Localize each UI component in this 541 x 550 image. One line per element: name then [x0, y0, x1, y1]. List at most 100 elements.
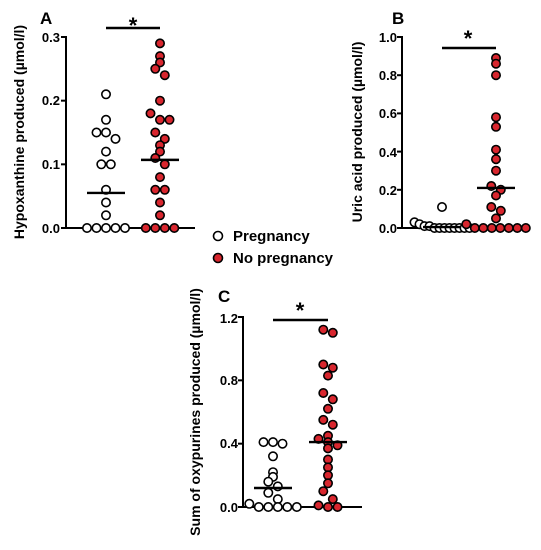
data-point-a-pregnancy-10 [101, 210, 112, 221]
data-point-a-pregnancy-13 [101, 223, 112, 234]
data-point-b-no-pregnancy-7 [490, 165, 501, 176]
data-point-c-no-pregnancy-4 [322, 370, 333, 381]
data-point-a-no-pregnancy-14 [159, 159, 170, 170]
data-point-b-pregnancy-0 [436, 202, 447, 213]
data-point-a-pregnancy-3 [101, 127, 112, 138]
data-point-c-pregnancy-7 [272, 481, 283, 492]
panel-b: B Uric acid produced (µmol/l) 0.0 0.2 0.… [349, 9, 531, 236]
significance-marker-c: * [296, 298, 305, 323]
data-point-c-no-pregnancy-2 [318, 359, 329, 370]
data-point-a-no-pregnancy-7 [155, 114, 166, 125]
data-point-a-pregnancy-11 [82, 223, 93, 234]
data-point-b-no-pregnancy-11 [486, 202, 497, 213]
data-point-a-no-pregnancy-6 [145, 108, 156, 119]
data-point-b-no-pregnancy-19 [503, 223, 514, 234]
data-point-a-pregnancy-9 [101, 197, 112, 208]
plot-area-b [397, 36, 531, 234]
data-point-a-no-pregnancy-0 [155, 38, 166, 49]
y-ticks-c: 0.0 0.4 0.8 1.2 [220, 311, 239, 515]
data-point-a-pregnancy-15 [120, 223, 131, 234]
y-tick-label-a-3: 0.3 [42, 30, 60, 45]
data-point-c-no-pregnancy-3 [327, 362, 338, 373]
data-point-c-pregnancy-12 [263, 501, 274, 512]
data-point-c-pregnancy-2 [277, 438, 288, 449]
data-point-b-no-pregnancy-12 [495, 205, 506, 216]
y-axis-label-c: Sum of oxypurines produced (µmol/l) [187, 288, 203, 536]
panel-label-a: A [40, 9, 52, 28]
data-point-a-no-pregnancy-19 [155, 210, 166, 221]
data-point-b-no-pregnancy-16 [478, 223, 489, 234]
data-point-c-pregnancy-11 [253, 501, 264, 512]
legend: Pregnancy No pregnancy [212, 228, 334, 267]
data-point-a-no-pregnancy-8 [164, 114, 175, 125]
y-axis-label-b: Uric acid produced (µmol/l) [349, 42, 365, 223]
data-point-b-no-pregnancy-20 [512, 223, 523, 234]
data-point-a-pregnancy-6 [96, 159, 107, 170]
data-point-a-no-pregnancy-5 [155, 95, 166, 106]
panel-label-c: C [218, 287, 230, 306]
panel-c: C Sum of oxypurines produced (µmol/l) 0.… [187, 287, 362, 536]
data-point-a-pregnancy-4 [110, 133, 121, 144]
y-tick-label-b-3: 0.6 [379, 106, 397, 121]
data-point-a-no-pregnancy-9 [150, 127, 161, 138]
data-point-a-no-pregnancy-22 [159, 223, 170, 234]
data-point-c-no-pregnancy-5 [318, 387, 329, 398]
legend-label-no-pregnancy: No pregnancy [233, 250, 334, 267]
data-point-c-pregnancy-8 [263, 487, 274, 498]
significance-marker-a: * [129, 13, 138, 38]
significance-marker-b: * [464, 26, 473, 51]
data-point-b-no-pregnancy-10 [490, 190, 501, 201]
data-point-a-no-pregnancy-20 [140, 223, 151, 234]
data-point-c-no-pregnancy-9 [327, 419, 338, 430]
data-point-a-no-pregnancy-3 [150, 63, 161, 74]
data-point-c-no-pregnancy-7 [322, 403, 333, 414]
y-axis-label-a: Hypoxanthine produced (µmol/l) [11, 25, 27, 239]
data-point-b-no-pregnancy-14 [461, 219, 472, 230]
data-point-a-no-pregnancy-23 [169, 223, 180, 234]
data-point-a-pregnancy-12 [91, 223, 102, 234]
data-point-c-no-pregnancy-17 [322, 470, 333, 481]
data-point-c-no-pregnancy-0 [318, 324, 329, 335]
legend-label-pregnancy: Pregnancy [233, 228, 310, 245]
data-point-b-no-pregnancy-15 [469, 223, 480, 234]
y-ticks-a: 0.0 0.1 0.2 0.3 [42, 30, 60, 236]
data-point-a-no-pregnancy-16 [150, 184, 161, 195]
data-point-c-pregnancy-10 [244, 498, 255, 509]
y-tick-label-c-2: 0.8 [220, 373, 238, 388]
y-tick-label-a-2: 0.2 [42, 93, 60, 108]
data-point-c-no-pregnancy-23 [332, 501, 343, 512]
data-point-c-no-pregnancy-14 [322, 443, 333, 454]
data-point-a-no-pregnancy-17 [159, 184, 170, 195]
data-point-c-pregnancy-15 [291, 501, 302, 512]
y-tick-label-c-1: 0.4 [220, 436, 239, 451]
data-point-c-no-pregnancy-19 [318, 486, 329, 497]
data-point-b-no-pregnancy-6 [490, 154, 501, 165]
y-tick-label-c-3: 1.2 [220, 311, 238, 326]
data-point-a-no-pregnancy-18 [155, 197, 166, 208]
data-point-b-no-pregnancy-17 [486, 223, 497, 234]
data-point-b-no-pregnancy-5 [490, 144, 501, 155]
data-point-c-pregnancy-3 [267, 451, 278, 462]
legend-marker-pregnancy [212, 230, 224, 242]
y-ticks-b: 0.0 0.2 0.4 0.6 0.8 1.0 [379, 30, 398, 236]
data-point-c-no-pregnancy-6 [327, 394, 338, 405]
data-point-c-pregnancy-1 [267, 437, 278, 448]
data-point-c-pregnancy-14 [282, 501, 293, 512]
data-point-a-pregnancy-0 [101, 89, 112, 100]
data-point-a-pregnancy-5 [101, 146, 112, 157]
data-point-c-no-pregnancy-20 [327, 494, 338, 505]
data-point-b-no-pregnancy-2 [490, 70, 501, 81]
y-tick-label-a-1: 0.1 [42, 157, 60, 172]
data-point-a-no-pregnancy-21 [150, 223, 161, 234]
data-point-c-pregnancy-13 [272, 501, 283, 512]
data-point-b-no-pregnancy-18 [495, 223, 506, 234]
y-tick-label-b-2: 0.4 [379, 145, 398, 160]
panel-a: A Hypoxanthine produced (µmol/l) 0.0 0.1… [11, 9, 195, 239]
y-tick-label-b-5: 1.0 [379, 30, 397, 45]
plot-area-a [61, 26, 195, 234]
y-tick-label-c-0: 0.0 [220, 500, 238, 515]
data-point-a-pregnancy-1 [101, 114, 112, 125]
data-point-b-no-pregnancy-3 [490, 112, 501, 123]
data-point-b-no-pregnancy-4 [490, 121, 501, 132]
